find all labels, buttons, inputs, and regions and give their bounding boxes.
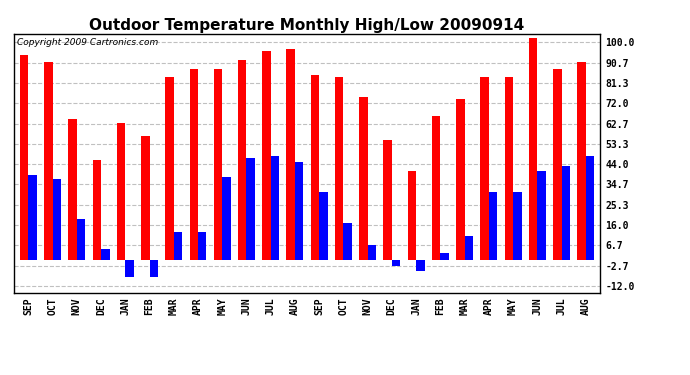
Bar	[586, 156, 594, 260]
Bar	[513, 192, 522, 260]
Bar	[456, 99, 464, 260]
Bar	[440, 254, 449, 260]
Bar	[310, 75, 319, 260]
Bar	[529, 38, 538, 260]
Bar	[538, 171, 546, 260]
Bar	[384, 140, 392, 260]
Bar	[562, 166, 570, 260]
Bar	[319, 192, 328, 260]
Bar	[198, 232, 206, 260]
Bar	[141, 136, 150, 260]
Bar	[150, 260, 158, 277]
Bar	[270, 156, 279, 260]
Bar	[126, 260, 134, 277]
Bar	[359, 97, 368, 260]
Bar	[28, 175, 37, 260]
Bar	[166, 77, 174, 260]
Bar	[238, 60, 246, 260]
Bar	[222, 177, 230, 260]
Bar	[344, 223, 352, 260]
Bar	[44, 62, 52, 260]
Title: Outdoor Temperature Monthly High/Low 20090914: Outdoor Temperature Monthly High/Low 200…	[90, 18, 524, 33]
Text: Copyright 2009 Cartronics.com: Copyright 2009 Cartronics.com	[17, 38, 158, 46]
Bar	[77, 219, 86, 260]
Bar	[368, 244, 376, 260]
Bar	[432, 116, 440, 260]
Bar	[52, 179, 61, 260]
Bar	[20, 56, 28, 260]
Bar	[489, 192, 497, 260]
Bar	[553, 69, 562, 260]
Bar	[295, 162, 304, 260]
Bar	[101, 249, 110, 260]
Bar	[174, 232, 182, 260]
Bar	[504, 77, 513, 260]
Bar	[190, 69, 198, 260]
Bar	[416, 260, 424, 271]
Bar	[286, 49, 295, 260]
Bar	[214, 69, 222, 260]
Bar	[262, 51, 270, 260]
Bar	[246, 158, 255, 260]
Bar	[68, 118, 77, 260]
Bar	[117, 123, 126, 260]
Bar	[392, 260, 400, 266]
Bar	[464, 236, 473, 260]
Bar	[408, 171, 416, 260]
Bar	[578, 62, 586, 260]
Bar	[92, 160, 101, 260]
Bar	[335, 77, 344, 260]
Bar	[480, 77, 489, 260]
